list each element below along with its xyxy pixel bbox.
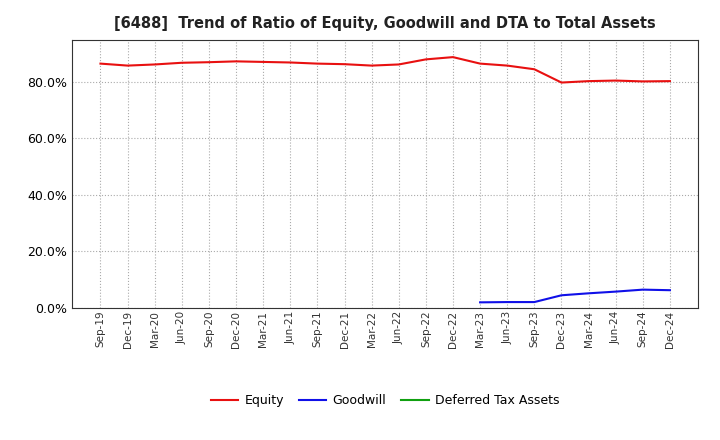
Equity (665, 78, 674, 84)
Legend: Equity, Goodwill, Deferred Tax Assets: Equity, Goodwill, Deferred Tax Assets (206, 389, 564, 412)
Line: Equity: Equity (101, 57, 670, 83)
Equity (313, 61, 322, 66)
Equity (395, 62, 403, 67)
Equity (204, 59, 213, 65)
Goodwill (665, 288, 674, 293)
Equity (503, 63, 511, 68)
Goodwill (584, 291, 593, 296)
Equity (557, 80, 566, 85)
Goodwill (557, 293, 566, 298)
Equity (367, 63, 376, 68)
Equity (530, 66, 539, 72)
Equity (341, 62, 349, 67)
Equity (476, 61, 485, 66)
Equity (421, 57, 430, 62)
Line: Goodwill: Goodwill (480, 290, 670, 302)
Equity (96, 61, 105, 66)
Equity (639, 79, 647, 84)
Equity (259, 59, 268, 65)
Equity (150, 62, 159, 67)
Equity (584, 78, 593, 84)
Goodwill (639, 287, 647, 292)
Equity (286, 60, 294, 65)
Equity (449, 55, 457, 60)
Title: [6488]  Trend of Ratio of Equity, Goodwill and DTA to Total Assets: [6488] Trend of Ratio of Equity, Goodwil… (114, 16, 656, 32)
Goodwill (530, 300, 539, 305)
Goodwill (476, 300, 485, 305)
Equity (611, 78, 620, 83)
Goodwill (611, 289, 620, 294)
Equity (123, 63, 132, 68)
Goodwill (503, 300, 511, 305)
Equity (232, 59, 240, 64)
Equity (178, 60, 186, 66)
